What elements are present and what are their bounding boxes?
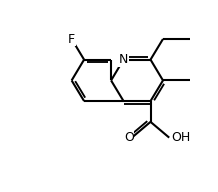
Text: F: F bbox=[68, 32, 75, 46]
Text: OH: OH bbox=[171, 131, 191, 144]
Text: O: O bbox=[124, 131, 134, 144]
Text: N: N bbox=[119, 53, 128, 66]
